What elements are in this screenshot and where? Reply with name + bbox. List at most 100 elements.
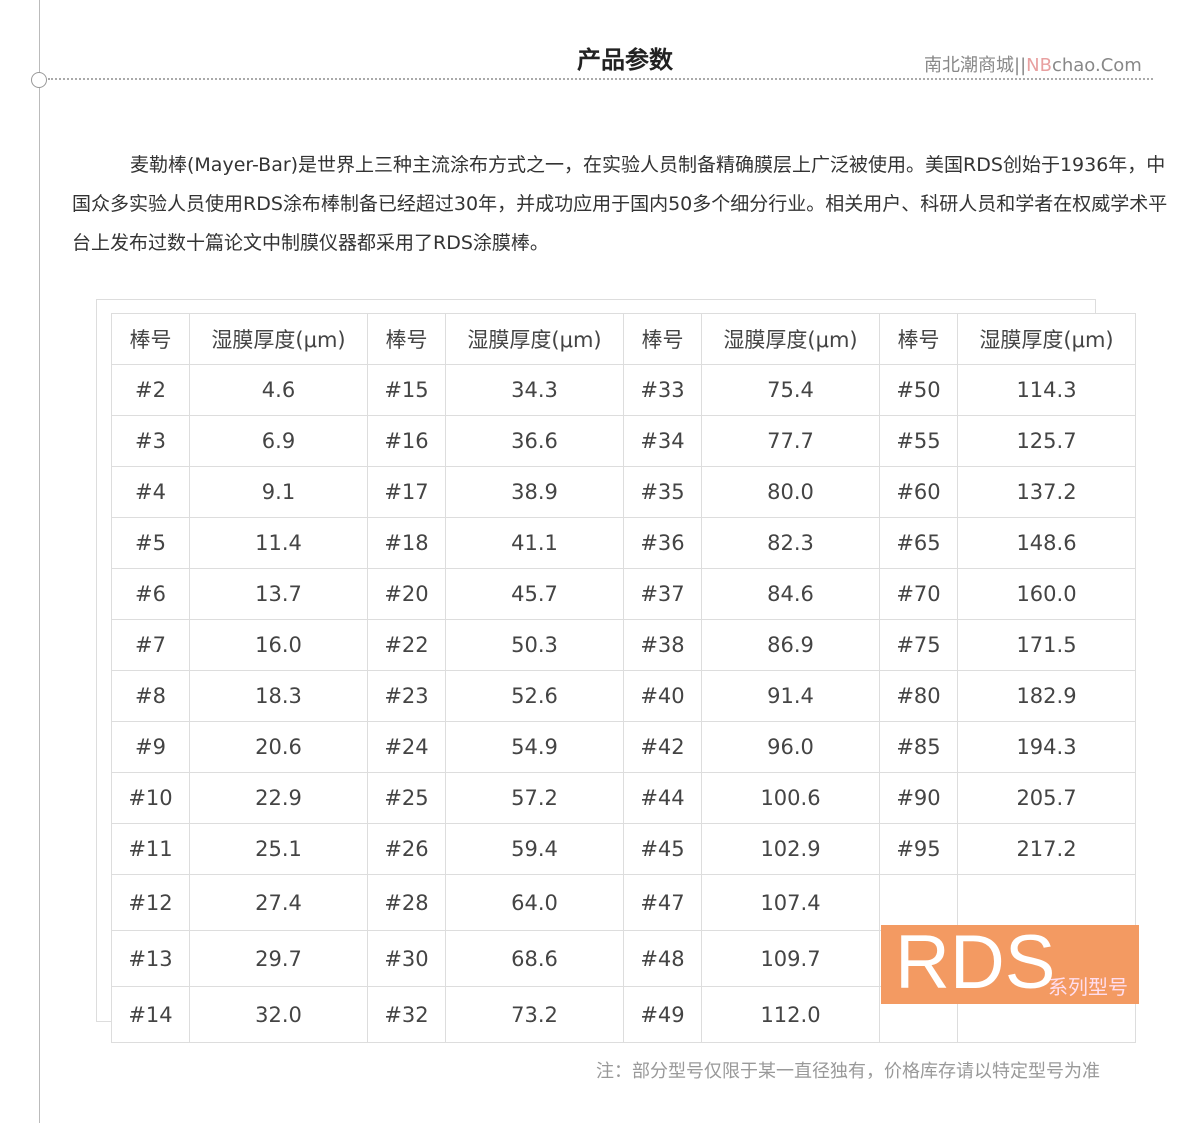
thickness-cell: 205.7 (957, 772, 1136, 824)
table-row: #7 16.0 #22 50.3 #38 86.9 #75 171.5 (111, 619, 1136, 671)
rod-number-cell: #7 (111, 619, 190, 671)
rod-number-cell (879, 874, 958, 931)
thickness-cell: 137.2 (957, 466, 1136, 518)
rod-number-cell: 棒号 (623, 313, 702, 365)
rod-number-cell: #38 (623, 619, 702, 671)
thickness-cell: 160.0 (957, 568, 1136, 620)
thickness-cell: 52.6 (445, 670, 624, 722)
thickness-cell: 6.9 (189, 415, 368, 467)
rod-number-cell: #17 (367, 466, 446, 518)
rod-number-cell: #11 (111, 823, 190, 875)
thickness-cell: 107.4 (701, 874, 880, 931)
spec-table: 棒号 湿膜厚度(μm) 棒号 湿膜厚度(μm) 棒号 湿膜厚度(μm) 棒号 湿膜厚度(μm)… (111, 313, 1136, 1043)
intro-paragraph: 麦勒棒(Mayer-Bar)是世界上三种主流涂布方式之一，在实验人员制备精确膜层… (72, 154, 1168, 254)
rod-number-cell: #30 (367, 930, 446, 987)
thickness-cell: 91.4 (701, 670, 880, 722)
thickness-cell: 59.4 (445, 823, 624, 875)
thickness-cell: 86.9 (701, 619, 880, 671)
thickness-cell: 194.3 (957, 721, 1136, 773)
rod-number-cell: #18 (367, 517, 446, 569)
rod-number-cell: #47 (623, 874, 702, 931)
thickness-cell: 100.6 (701, 772, 880, 824)
rod-number-cell: #8 (111, 670, 190, 722)
rod-number-cell: #9 (111, 721, 190, 773)
thickness-cell: 96.0 (701, 721, 880, 773)
timeline-line (39, 0, 40, 1123)
thickness-cell: 湿膜厚度(μm) (189, 313, 368, 365)
brand-nb: NB (1026, 55, 1052, 76)
table-row: #3 6.9 #16 36.6 #34 77.7 #55 125.7 (111, 415, 1136, 467)
badge-logo-text: RDS (895, 920, 1056, 1005)
thickness-cell: 45.7 (445, 568, 624, 620)
thickness-cell: 125.7 (957, 415, 1136, 467)
thickness-cell: 217.2 (957, 823, 1136, 875)
rod-number-cell: #37 (623, 568, 702, 620)
timeline-node (31, 72, 47, 88)
thickness-cell: 32.0 (189, 986, 368, 1043)
thickness-cell: 29.7 (189, 930, 368, 987)
table-row: #5 11.4 #18 41.1 #36 82.3 #65 148.6 (111, 517, 1136, 569)
rod-number-cell: #20 (367, 568, 446, 620)
rod-number-cell: #33 (623, 364, 702, 416)
thickness-cell: 80.0 (701, 466, 880, 518)
thickness-cell: 84.6 (701, 568, 880, 620)
thickness-cell: 148.6 (957, 517, 1136, 569)
rod-number-cell: #14 (111, 986, 190, 1043)
rod-number-cell: #25 (367, 772, 446, 824)
rod-number-cell: #49 (623, 986, 702, 1043)
brand-watermark: 南北潮商城||NBchao.Com (924, 51, 1142, 77)
thickness-cell: 109.7 (701, 930, 880, 987)
rod-number-cell: #10 (111, 772, 190, 824)
table-row: #10 22.9 #25 57.2 #44 100.6 #90 205.7 (111, 772, 1136, 824)
rod-number-cell: #15 (367, 364, 446, 416)
thickness-cell: 82.3 (701, 517, 880, 569)
thickness-cell: 114.3 (957, 364, 1136, 416)
thickness-cell (957, 874, 1136, 931)
thickness-cell: 27.4 (189, 874, 368, 931)
rod-number-cell: #32 (367, 986, 446, 1043)
rod-number-cell: #70 (879, 568, 958, 620)
rod-number-cell: #23 (367, 670, 446, 722)
rod-number-cell: #35 (623, 466, 702, 518)
rod-number-cell: #12 (111, 874, 190, 931)
rod-number-cell: #6 (111, 568, 190, 620)
rod-number-cell: #75 (879, 619, 958, 671)
rds-series-badge: RDS 系列型号 (881, 920, 1139, 1005)
thickness-cell: 34.3 (445, 364, 624, 416)
rod-number-cell: #36 (623, 517, 702, 569)
rod-number-cell: #22 (367, 619, 446, 671)
thickness-cell: 68.6 (445, 930, 624, 987)
rod-number-cell: #80 (879, 670, 958, 722)
thickness-cell: 18.3 (189, 670, 368, 722)
table-row: #4 9.1 #17 38.9 #35 80.0 #60 137.2 (111, 466, 1136, 518)
thickness-cell: 77.7 (701, 415, 880, 467)
thickness-cell: 湿膜厚度(μm) (701, 313, 880, 365)
rod-number-cell: #16 (367, 415, 446, 467)
rod-number-cell: #85 (879, 721, 958, 773)
rod-number-cell: #48 (623, 930, 702, 987)
thickness-cell: 38.9 (445, 466, 624, 518)
thickness-cell: 36.6 (445, 415, 624, 467)
rod-number-cell: #4 (111, 466, 190, 518)
thickness-cell: 50.3 (445, 619, 624, 671)
rod-number-cell: #24 (367, 721, 446, 773)
rod-number-cell: #60 (879, 466, 958, 518)
thickness-cell: 11.4 (189, 517, 368, 569)
rod-number-cell: #40 (623, 670, 702, 722)
thickness-cell: 湿膜厚度(μm) (445, 313, 624, 365)
table-row: #11 25.1 #26 59.4 #45 102.9 #95 217.2 (111, 823, 1136, 875)
table-row: #2 4.6 #15 34.3 #33 75.4 #50 114.3 (111, 364, 1136, 416)
thickness-cell: 41.1 (445, 517, 624, 569)
thickness-cell: 112.0 (701, 986, 880, 1043)
rod-number-cell: 棒号 (879, 313, 958, 365)
thickness-cell: 182.9 (957, 670, 1136, 722)
rod-number-cell: #3 (111, 415, 190, 467)
thickness-cell: 20.6 (189, 721, 368, 773)
thickness-cell: 22.9 (189, 772, 368, 824)
rod-number-cell: #50 (879, 364, 958, 416)
rod-number-cell: #55 (879, 415, 958, 467)
rod-number-cell: #5 (111, 517, 190, 569)
thickness-cell: 171.5 (957, 619, 1136, 671)
rod-number-cell: #44 (623, 772, 702, 824)
rod-number-cell: #90 (879, 772, 958, 824)
